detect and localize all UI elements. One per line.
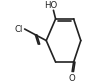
Text: Cl: Cl <box>14 24 22 34</box>
Text: O: O <box>68 74 75 83</box>
Text: HO: HO <box>44 1 57 10</box>
